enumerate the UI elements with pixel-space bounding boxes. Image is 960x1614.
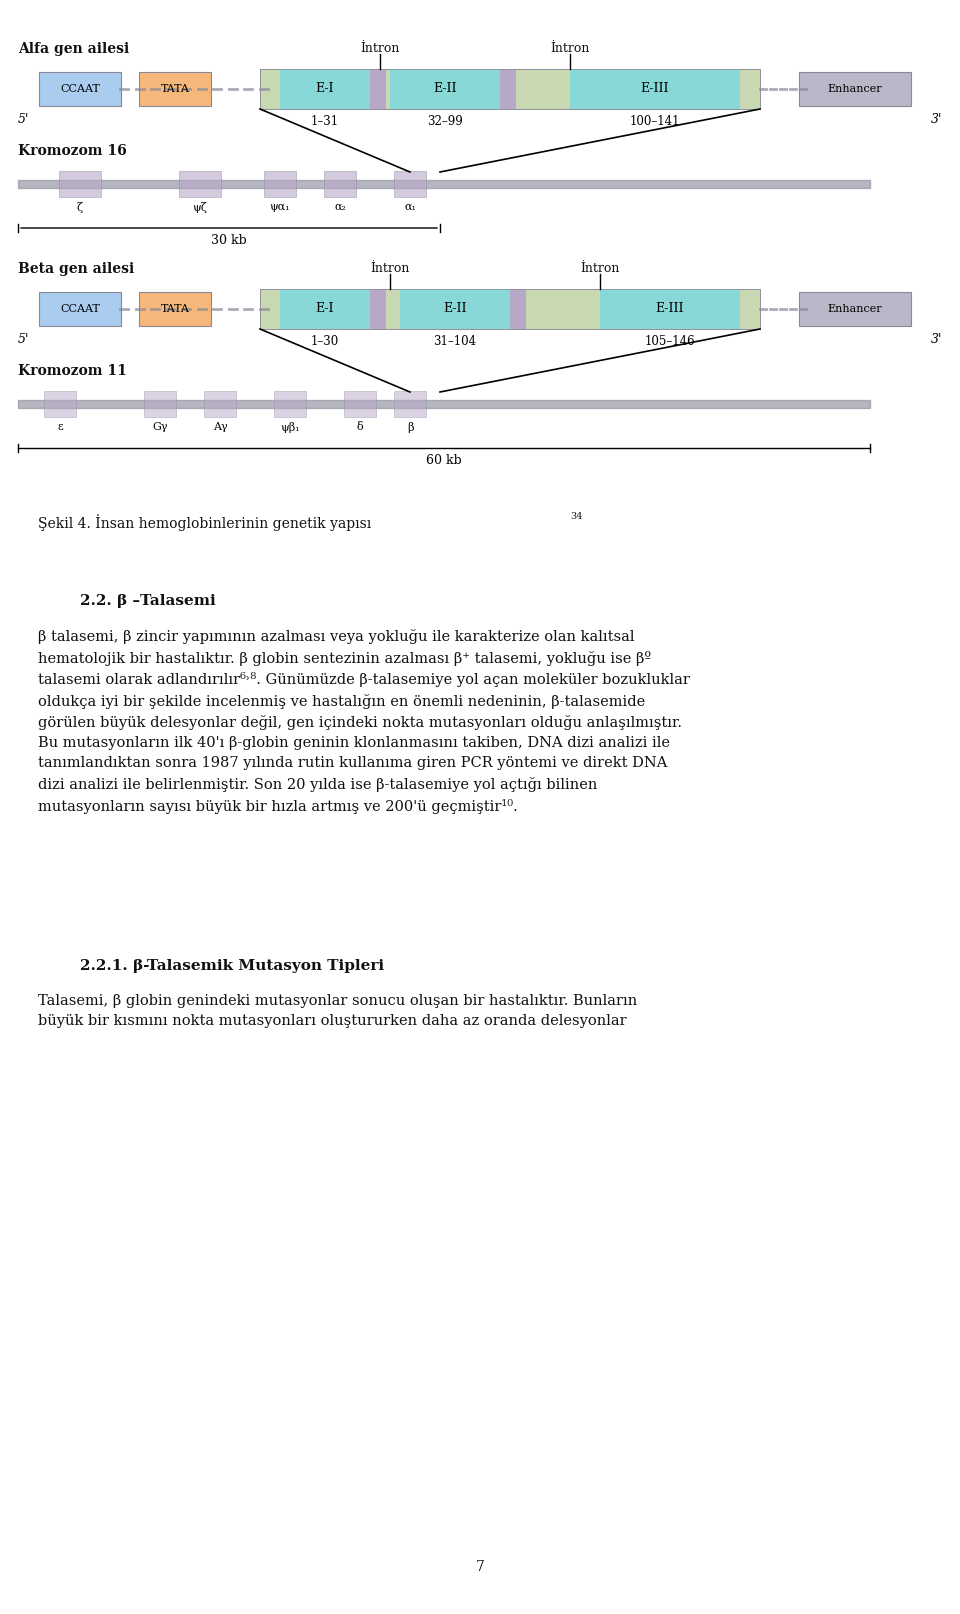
FancyBboxPatch shape [370,289,386,329]
FancyBboxPatch shape [144,391,176,416]
Text: Aγ: Aγ [213,421,228,433]
FancyBboxPatch shape [59,171,101,197]
FancyBboxPatch shape [799,73,911,107]
Text: Beta gen ailesi: Beta gen ailesi [18,261,134,276]
FancyBboxPatch shape [139,292,211,326]
Text: E-II: E-II [444,302,467,315]
FancyBboxPatch shape [264,171,296,197]
FancyBboxPatch shape [510,289,526,329]
FancyBboxPatch shape [179,171,221,197]
FancyBboxPatch shape [370,69,386,110]
Text: E-III: E-III [640,82,669,95]
Text: α₁: α₁ [404,202,416,211]
FancyBboxPatch shape [600,289,740,329]
Text: Şekil 4. İnsan hemoglobinlerinin genetik yapısı: Şekil 4. İnsan hemoglobinlerinin genetik… [38,513,372,531]
Text: 100–141: 100–141 [630,115,681,128]
Text: ε: ε [58,421,62,433]
Text: δ: δ [357,421,363,433]
Text: Enhancer: Enhancer [828,303,882,315]
Text: 32–99: 32–99 [427,115,463,128]
FancyBboxPatch shape [394,171,426,197]
Text: CCAAT: CCAAT [60,303,100,315]
FancyBboxPatch shape [570,69,740,110]
FancyBboxPatch shape [260,289,760,329]
Text: E-I: E-I [316,302,334,315]
FancyBboxPatch shape [344,391,376,416]
Text: 5': 5' [18,332,30,345]
Text: ψα₁: ψα₁ [270,202,290,211]
FancyBboxPatch shape [280,289,370,329]
Text: İntron: İntron [580,261,620,274]
Text: 3': 3' [930,332,942,345]
FancyBboxPatch shape [394,391,426,416]
FancyBboxPatch shape [39,292,121,326]
Text: Kromozom 16: Kromozom 16 [18,144,127,158]
Text: 105–146: 105–146 [645,336,695,349]
FancyBboxPatch shape [799,292,911,326]
Text: 34: 34 [570,512,583,521]
Text: 5': 5' [18,113,30,126]
Text: 31–104: 31–104 [433,336,476,349]
Text: TATA: TATA [160,303,189,315]
Text: E-II: E-II [433,82,457,95]
FancyBboxPatch shape [400,289,510,329]
Text: TATA: TATA [160,84,189,94]
FancyBboxPatch shape [204,391,236,416]
FancyBboxPatch shape [390,69,500,110]
Text: E-III: E-III [656,302,684,315]
Text: Talasemi, β globin genindeki mutasyonlar sonucu oluşan bir hastalıktır. Bunların: Talasemi, β globin genindeki mutasyonlar… [38,994,637,1028]
FancyBboxPatch shape [39,73,121,107]
Text: 1–30: 1–30 [311,336,339,349]
FancyBboxPatch shape [260,69,760,110]
Text: 30 kb: 30 kb [211,234,247,247]
Text: CCAAT: CCAAT [60,84,100,94]
Text: 7: 7 [475,1561,485,1574]
Text: İntron: İntron [360,42,399,55]
Text: Enhancer: Enhancer [828,84,882,94]
Text: Alfa gen ailesi: Alfa gen ailesi [18,42,130,56]
Text: ψζ: ψζ [193,202,207,213]
Text: ψβ₁: ψβ₁ [280,421,300,433]
FancyBboxPatch shape [274,391,306,416]
Text: 2.2.1. β-Talasemik Mutasyon Tipleri: 2.2.1. β-Talasemik Mutasyon Tipleri [80,959,384,973]
FancyBboxPatch shape [44,391,76,416]
Text: 60 kb: 60 kb [426,454,462,466]
Text: α₂: α₂ [334,202,346,211]
Text: 1–31: 1–31 [311,115,339,128]
FancyBboxPatch shape [324,171,356,197]
Text: β: β [407,421,413,433]
Text: 2.2. β –Talasemi: 2.2. β –Talasemi [80,594,216,608]
Text: 3': 3' [930,113,942,126]
Text: İntron: İntron [371,261,410,274]
Text: E-I: E-I [316,82,334,95]
FancyBboxPatch shape [139,73,211,107]
FancyBboxPatch shape [280,69,370,110]
Text: ζ: ζ [77,202,84,213]
Text: İntron: İntron [550,42,589,55]
Text: Gγ: Gγ [153,421,168,433]
Text: β talasemi, β zincir yapımının azalması veya yokluğu ile karakterize olan kalıts: β talasemi, β zincir yapımının azalması … [38,629,690,813]
FancyBboxPatch shape [500,69,516,110]
Text: Kromozom 11: Kromozom 11 [18,365,127,378]
